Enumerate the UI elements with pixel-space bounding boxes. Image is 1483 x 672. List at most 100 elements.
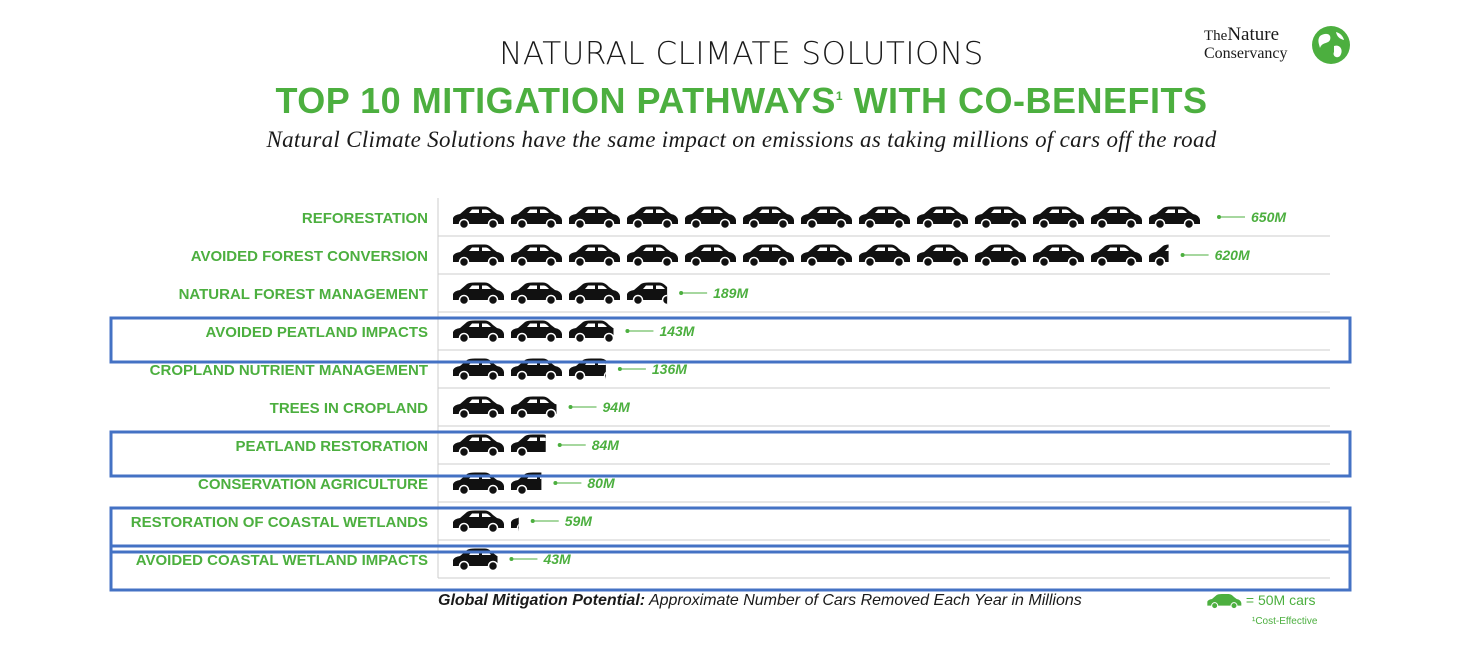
car-window — [527, 514, 549, 518]
car-wheel — [487, 218, 499, 230]
car-icon — [1091, 206, 1142, 230]
car-wheel — [632, 256, 644, 268]
car-wheel — [748, 218, 760, 230]
car-icon — [627, 282, 668, 306]
car-wheel — [545, 294, 557, 306]
car-icon — [453, 320, 504, 344]
car-wheel — [547, 524, 556, 533]
car-window — [469, 209, 491, 213]
category-label: REFORESTATION — [302, 210, 428, 227]
chart-subtitle: TOP 10 MITIGATION PATHWAYS1 WITH CO-BENE… — [0, 80, 1483, 122]
highlight-box — [109, 316, 1352, 364]
car-window — [527, 285, 549, 289]
chart-title: NATURAL CLIMATE SOLUTIONS — [499, 36, 984, 72]
car-wheel — [516, 446, 528, 458]
car-wheel — [547, 448, 556, 457]
car-icon — [685, 206, 736, 230]
car-wheel — [574, 370, 586, 382]
value-label: 650M — [1251, 209, 1286, 225]
car-wheel — [1067, 218, 1079, 230]
category-label: RESTORATION OF COASTAL WETLANDS — [131, 514, 428, 531]
category-label: PEATLAND RESTORATION — [235, 438, 428, 455]
car-icon — [1033, 244, 1084, 268]
car-wheel — [516, 256, 528, 268]
car-wheel — [516, 484, 528, 496]
car-wheel — [458, 218, 470, 230]
car-wheel — [777, 256, 789, 268]
car-icon — [685, 244, 736, 268]
category-label: TREES IN CROPLAND — [270, 400, 429, 417]
value-label: 136M — [652, 361, 687, 377]
car-icon — [569, 320, 614, 344]
car-window — [759, 247, 781, 251]
car-window — [469, 437, 491, 441]
car-wheel — [864, 218, 876, 230]
car-window — [933, 209, 955, 213]
car-window — [469, 399, 491, 403]
car-wheel — [632, 294, 644, 306]
car-window — [817, 247, 839, 251]
car-wheel — [951, 256, 963, 268]
legend: = 50M cars — [1206, 592, 1316, 610]
car-window — [469, 285, 491, 289]
car-wheel — [487, 294, 499, 306]
car-icon — [511, 282, 562, 306]
car-wheel — [487, 370, 499, 382]
car-wheel — [690, 218, 702, 230]
car-wheel — [545, 370, 557, 382]
category-label: AVOIDED PEATLAND IMPACTS — [205, 324, 428, 341]
car-window — [1049, 209, 1071, 213]
car-wheel — [1096, 256, 1108, 268]
car-icon — [511, 320, 562, 344]
car-icon — [569, 282, 620, 306]
legend-label: = 50M cars — [1245, 592, 1316, 608]
car-icon — [743, 244, 794, 268]
car-wheel — [458, 446, 470, 458]
car-icon — [511, 244, 562, 268]
car-icon — [1091, 244, 1142, 268]
car-wheel — [661, 218, 673, 230]
car-wheel — [603, 218, 615, 230]
car-window — [991, 209, 1013, 213]
car-wheel — [516, 523, 519, 533]
logo-line2: Conservancy — [1204, 45, 1288, 62]
car-wheel — [574, 294, 586, 306]
car-wheel — [458, 332, 470, 344]
car-wheel — [980, 218, 992, 230]
car-window — [469, 323, 491, 327]
car-wheel — [487, 408, 499, 420]
car-wheel — [458, 370, 470, 382]
car-window — [1049, 247, 1071, 251]
car-wheel — [893, 256, 905, 268]
car-wheel — [516, 408, 528, 420]
car-icon — [801, 206, 852, 230]
car-icon — [1149, 244, 1194, 268]
car-icon — [975, 244, 1026, 268]
car-window — [585, 285, 607, 289]
subtitle-main: TOP 10 MITIGATION PATHWAYS — [275, 80, 836, 121]
car-wheel — [1185, 258, 1194, 267]
car-window — [585, 209, 607, 213]
car-wheel — [777, 218, 789, 230]
car-icon — [917, 244, 968, 268]
car-wheel — [545, 256, 557, 268]
car-wheel — [574, 256, 586, 268]
car-wheel — [835, 218, 847, 230]
car-window — [1165, 247, 1169, 251]
car-window — [759, 209, 781, 213]
car-window — [1165, 209, 1187, 213]
car-wheel — [487, 522, 499, 534]
x-axis-caption-rest: Approximate Number of Cars Removed Each … — [645, 592, 1082, 609]
car-wheel — [458, 294, 470, 306]
car-wheel — [458, 484, 470, 496]
category-label: CROPLAND NUTRIENT MANAGEMENT — [150, 362, 428, 379]
car-window — [643, 285, 665, 289]
car-wheel — [1125, 256, 1137, 268]
car-wheel — [516, 218, 528, 230]
car-icon — [627, 206, 678, 230]
nature-conservancy-logo: TheNature Conservancy — [1204, 24, 1354, 68]
car-wheel — [547, 486, 556, 495]
car-wheel — [1096, 218, 1108, 230]
logo-line1-b: Nature — [1227, 24, 1280, 45]
